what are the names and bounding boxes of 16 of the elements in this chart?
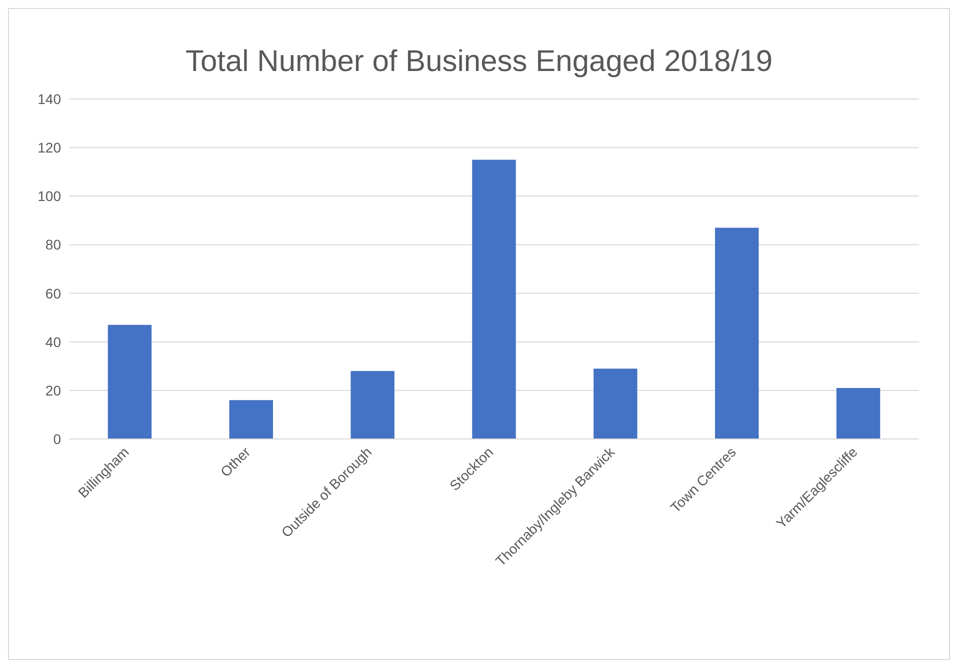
y-tick-label: 40 [45, 334, 62, 350]
bar [229, 400, 273, 439]
bar [108, 324, 152, 439]
bar [715, 228, 759, 439]
y-tick-label: 100 [38, 188, 62, 204]
bar [472, 160, 516, 439]
y-tick-label: 140 [38, 90, 62, 107]
y-tick-label: 60 [45, 285, 62, 302]
bar [350, 371, 394, 439]
y-tick-label: 0 [53, 430, 62, 447]
chart-title: Total Number of Business Engaged 2018/19 [184, 45, 774, 79]
y-tick-label: 20 [45, 382, 62, 398]
bar [594, 368, 638, 439]
y-tick-label: 80 [45, 236, 62, 253]
y-tick-label: 120 [38, 140, 62, 156]
bar [836, 388, 880, 439]
